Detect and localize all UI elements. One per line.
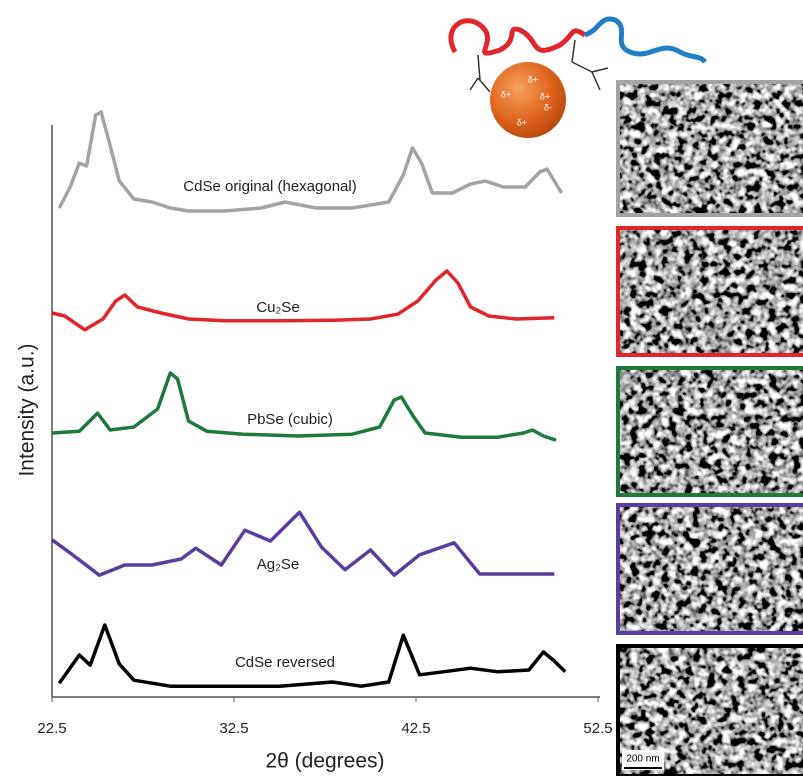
charge-label: δ+	[501, 89, 511, 99]
charge-label: δ-	[544, 102, 552, 112]
y-axis-label: Intensity (a.u.)	[16, 343, 39, 476]
series-label: Ag₂Se	[257, 556, 300, 573]
xrd-trace	[52, 373, 556, 440]
figure: 200 nm 2θ (degrees) Intensity (a.u.) 22.…	[0, 0, 803, 776]
series-label: CdSe original (hexagonal)	[183, 178, 356, 195]
xrd-trace	[52, 512, 554, 575]
sem-image	[620, 228, 803, 355]
sem-image	[620, 82, 803, 215]
x-tick-label: 32.5	[219, 720, 248, 737]
sem-image	[620, 505, 803, 633]
charge-label: δ+	[540, 91, 550, 101]
x-tick-label: 42.5	[401, 720, 430, 737]
x-tick-label: 22.5	[37, 720, 66, 737]
scale-bar-label: 200 nm	[626, 754, 659, 765]
series-label: Cu₂Se	[256, 299, 299, 316]
xrd-trace	[59, 112, 561, 211]
x-axis-label: 2θ (degrees)	[265, 750, 384, 773]
xrd-trace	[52, 271, 554, 330]
charge-label: δ+	[528, 74, 538, 84]
x-tick-label: 52.5	[583, 720, 612, 737]
series-label: CdSe reversed	[235, 654, 335, 671]
charge-label: δ+	[517, 117, 527, 127]
series-label: PbSe (cubic)	[247, 411, 333, 428]
sem-image	[620, 368, 803, 495]
sem-images: 200 nm	[618, 82, 803, 776]
